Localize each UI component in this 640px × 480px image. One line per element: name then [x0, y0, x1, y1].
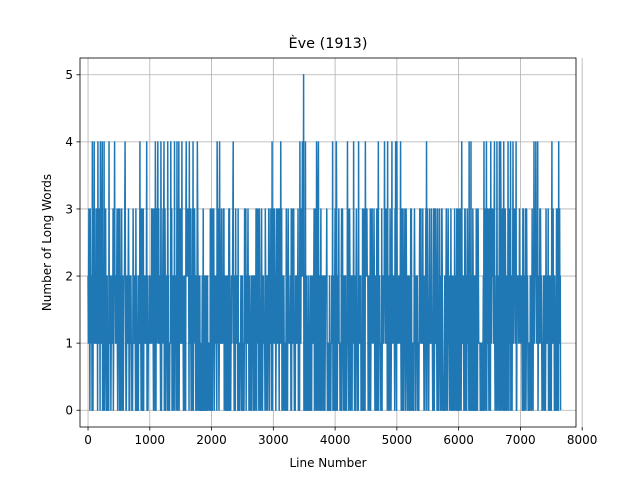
- y-tick-label: 0: [65, 404, 73, 418]
- x-tick-label: 5000: [382, 433, 413, 447]
- x-tick-label: 1000: [135, 433, 166, 447]
- y-axis-ticks: 0 1 2 3 4 5: [65, 68, 80, 418]
- axes-frame: [79, 57, 577, 428]
- y-tick-label: 2: [65, 269, 73, 283]
- x-tick-label: 6000: [443, 433, 474, 447]
- chart-title: Ève (1913): [289, 35, 368, 52]
- plot-area: [87, 74, 562, 411]
- x-tick-label: 8000: [567, 433, 598, 447]
- x-tick-label: 7000: [505, 433, 536, 447]
- series-line: [87, 74, 562, 411]
- y-tick-label: 4: [65, 135, 73, 149]
- y-axis-label: Number of Long Words: [40, 174, 54, 311]
- y-tick-label: 1: [65, 336, 73, 350]
- x-tick-label: 2000: [196, 433, 227, 447]
- x-axis-label: Line Number: [289, 456, 366, 470]
- x-tick-label: 4000: [320, 433, 351, 447]
- x-axis-ticks: 0 1000 2000 3000 4000 5000 6000 7000 8000: [84, 427, 597, 447]
- y-tick-label: 5: [65, 68, 73, 82]
- x-tick-label: 0: [84, 433, 92, 447]
- x-tick-label: 3000: [258, 433, 289, 447]
- y-tick-label: 3: [65, 202, 73, 216]
